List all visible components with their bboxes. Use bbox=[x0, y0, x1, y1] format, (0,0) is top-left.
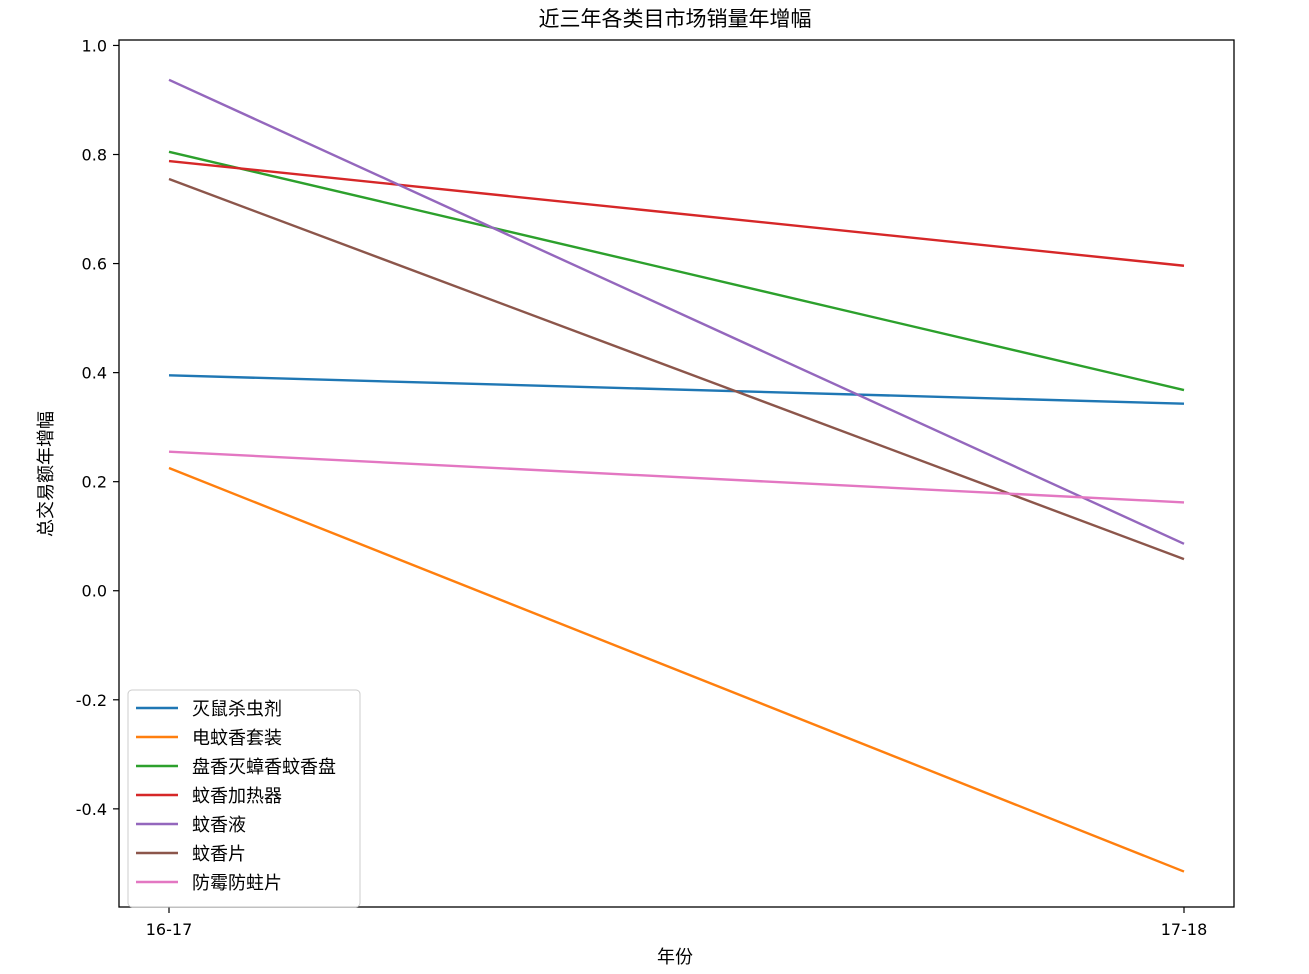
y-tick-label: 0.4 bbox=[82, 364, 107, 383]
legend-label: 灭鼠杀虫剂 bbox=[192, 699, 282, 720]
series-line-6 bbox=[168, 177, 1185, 561]
series-line-4 bbox=[168, 159, 1185, 267]
series-line-7 bbox=[168, 450, 1185, 504]
legend-label: 蚊香加热器 bbox=[192, 786, 282, 807]
series-line-3 bbox=[168, 150, 1185, 392]
plot-area: 1.0 0.8 0.6 0.4 0.2 0.0 -0.2 -0.4 16-17 17-18 bbox=[76, 36, 1235, 939]
legend-label: 蚊香片 bbox=[192, 844, 246, 865]
chart-title: 近三年各类目市场销量年增幅 bbox=[539, 7, 812, 31]
y-tick-label: -0.2 bbox=[76, 691, 107, 710]
y-tick-label: 0.8 bbox=[82, 146, 107, 165]
legend-label: 防霉防蛀片 bbox=[192, 873, 282, 894]
legend-label: 蚊香液 bbox=[192, 815, 246, 836]
legend-label: 盘香灭蟑香蚊香盘 bbox=[192, 757, 336, 778]
series-line-2 bbox=[168, 466, 1185, 873]
y-tick-label: 0.6 bbox=[82, 255, 107, 274]
series-line-5 bbox=[168, 78, 1185, 545]
legend-label: 电蚊香套装 bbox=[192, 728, 282, 749]
x-tick-label: 17-18 bbox=[1161, 920, 1208, 939]
x-axis-label: 年份 bbox=[657, 947, 693, 968]
x-tick-label: 16-17 bbox=[146, 920, 193, 939]
y-tick-label: 0.2 bbox=[82, 473, 107, 492]
series-line-1 bbox=[168, 374, 1185, 405]
y-tick-label: 0.0 bbox=[82, 582, 107, 601]
plot-frame bbox=[118, 39, 1235, 908]
y-axis-label: 总交易额年增幅 bbox=[36, 411, 57, 537]
y-tick-label: -0.4 bbox=[76, 800, 107, 819]
legend-box bbox=[127, 689, 361, 908]
y-tick-label: 1.0 bbox=[82, 36, 107, 55]
